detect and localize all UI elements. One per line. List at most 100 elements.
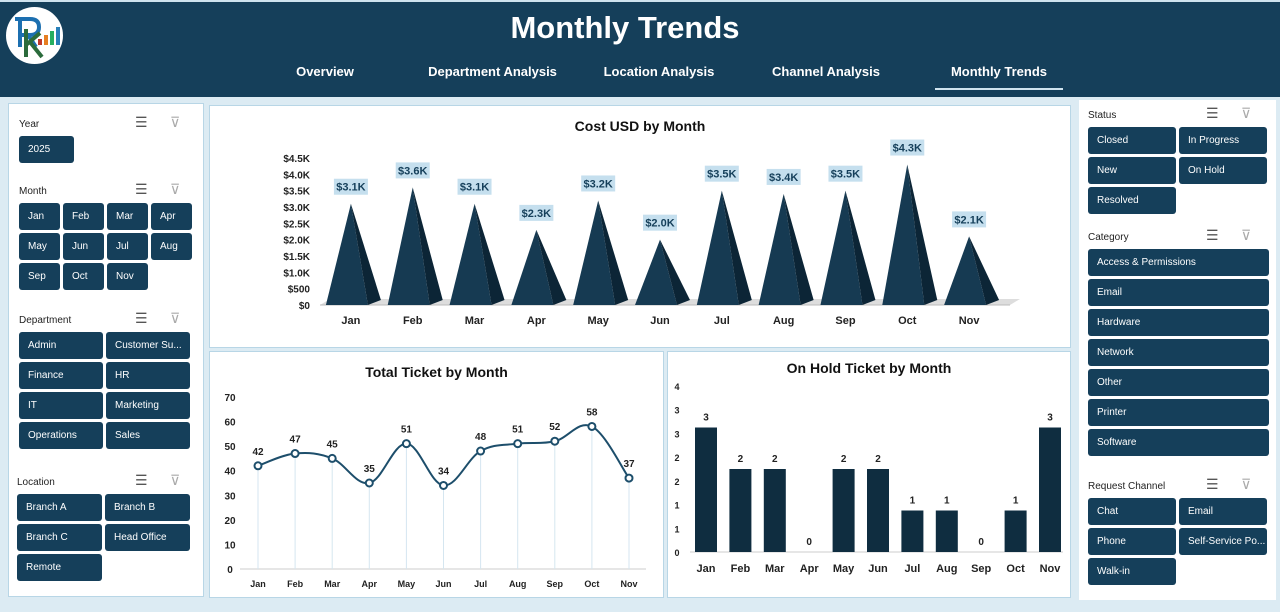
x-tick-label: Jul [714, 315, 730, 327]
y-tick-label: $0 [299, 301, 311, 312]
channel-item[interactable]: Phone [1088, 528, 1176, 555]
location-item[interactable]: Branch B [105, 494, 190, 521]
multi-select-icon[interactable]: ☰ [1206, 476, 1219, 492]
month-item[interactable]: Jul [107, 233, 148, 260]
x-tick-label: Mar [465, 315, 485, 327]
category-item[interactable]: Email [1088, 279, 1269, 306]
clear-filter-icon[interactable]: ⊽ [1241, 105, 1252, 121]
month-item[interactable]: Sep [19, 263, 60, 290]
status-item[interactable]: Resolved [1088, 187, 1176, 214]
location-item[interactable]: Branch A [17, 494, 102, 521]
on-hold-chart-panel: On Hold Ticket by Month 0 1 1 2 2 3 3 4 3 Jan 2 Feb… [667, 351, 1071, 598]
clear-filter-icon[interactable]: ⊽ [170, 472, 181, 488]
status-item[interactable]: On Hold [1179, 157, 1267, 184]
data-point [587, 421, 597, 431]
data-point [253, 461, 263, 471]
data-label-bg [828, 165, 863, 182]
category-item[interactable]: Access & Permissions [1088, 249, 1269, 276]
month-item[interactable]: Feb [63, 203, 104, 230]
month-item[interactable]: Jun [63, 233, 104, 260]
department-item[interactable]: HR [106, 362, 190, 389]
y-tick-label: 20 [224, 516, 236, 527]
category-item[interactable]: Network [1088, 339, 1269, 366]
location-item[interactable]: Remote [17, 554, 102, 581]
channel-item[interactable]: Email [1179, 498, 1267, 525]
data-label: 2 [841, 454, 847, 465]
pyramid-bar-side [412, 187, 443, 305]
multi-select-icon[interactable]: ☰ [135, 114, 148, 130]
multi-select-icon[interactable]: ☰ [1206, 105, 1219, 121]
data-label: $3.6K [398, 165, 427, 177]
data-label: $3.1K [460, 182, 489, 194]
x-tick-label: Nov [959, 315, 981, 327]
pyramid-bar-front [573, 200, 616, 305]
data-label-bg [457, 178, 492, 195]
clear-filter-icon[interactable]: ⊽ [170, 310, 181, 326]
status-item[interactable]: New [1088, 157, 1176, 184]
tab-location-analysis[interactable]: Location Analysis [603, 64, 715, 79]
status-item[interactable]: Closed [1088, 127, 1176, 154]
x-tick-label: Jul [904, 563, 920, 575]
month-slicer-label: Month [19, 186, 47, 197]
pyramid-bar-side [907, 164, 938, 305]
clear-filter-icon[interactable]: ⊽ [1241, 227, 1252, 243]
department-item[interactable]: Sales [106, 422, 190, 449]
tab-monthly-trends[interactable]: Monthly Trends [935, 64, 1063, 90]
department-item[interactable]: Finance [19, 362, 103, 389]
channel-item[interactable]: Chat [1088, 498, 1176, 525]
data-label-bg [333, 178, 368, 195]
x-tick-label: Jun [435, 579, 451, 589]
multi-select-icon[interactable]: ☰ [135, 472, 148, 488]
clear-filter-icon[interactable]: ⊽ [1241, 476, 1252, 492]
department-item[interactable]: Operations [19, 422, 103, 449]
channel-item[interactable]: Walk-in [1088, 558, 1176, 585]
month-item[interactable]: May [19, 233, 60, 260]
bar [935, 510, 958, 552]
on-hold-chart: 0 1 1 2 2 3 3 4 3 Jan 2 Feb 2 Mar 0 Apr 2 May 2 Jun 1 Jul 1 Aug… [674, 382, 1063, 575]
month-item[interactable]: Aug [151, 233, 192, 260]
month-item[interactable]: Jan [19, 203, 60, 230]
status-item[interactable]: In Progress [1179, 127, 1267, 154]
data-label: 37 [623, 459, 635, 470]
tab-channel-analysis[interactable]: Channel Analysis [772, 64, 880, 79]
data-label: 1 [944, 496, 950, 507]
x-tick-label: Oct [1006, 563, 1025, 575]
multi-select-icon[interactable]: ☰ [1206, 227, 1219, 243]
year-item[interactable]: 2025 [19, 136, 74, 163]
category-item[interactable]: Other [1088, 369, 1269, 396]
y-tick-label: $4.0K [283, 170, 310, 181]
location-item[interactable]: Branch C [17, 524, 102, 551]
department-item[interactable]: Marketing [106, 392, 190, 419]
department-item[interactable]: Customer Su... [106, 332, 190, 359]
month-item[interactable]: Nov [107, 263, 148, 290]
department-item[interactable]: IT [19, 392, 103, 419]
channel-item[interactable]: Self-Service Po... [1179, 528, 1267, 555]
total-ticket-chart: 0 10 20 30 40 50 60 70 42 Jan 47 Feb 45 Mar 35 Apr 51 May… [224, 393, 646, 589]
cost-chart-panel: Cost USD by Month $0 $500 $1.0K $1.5K $2.0K $… [209, 105, 1071, 348]
tab-overview[interactable]: Overview [296, 64, 354, 79]
multi-select-icon[interactable]: ☰ [135, 310, 148, 326]
category-item[interactable]: Printer [1088, 399, 1269, 426]
data-label: $3.5K [707, 169, 736, 181]
x-tick-label: Aug [936, 563, 957, 575]
page-title: Monthly Trends [510, 10, 740, 45]
month-item[interactable]: Apr [151, 203, 192, 230]
x-tick-label: Sep [971, 563, 991, 575]
x-tick-label: May [833, 563, 855, 575]
data-label: 48 [475, 432, 487, 443]
month-item[interactable]: Oct [63, 263, 104, 290]
month-item[interactable]: Mar [107, 203, 148, 230]
location-item[interactable]: Head Office [105, 524, 190, 551]
x-tick-label: Aug [773, 315, 794, 327]
data-label: 1 [1013, 496, 1019, 507]
category-item[interactable]: Software [1088, 429, 1269, 456]
y-tick-label: 10 [224, 540, 236, 551]
bar [763, 469, 786, 552]
multi-select-icon[interactable]: ☰ [135, 181, 148, 197]
data-label: 1 [910, 496, 916, 507]
tab-department-analysis[interactable]: Department Analysis [428, 64, 557, 79]
clear-filter-icon[interactable]: ⊽ [170, 114, 181, 130]
category-item[interactable]: Hardware [1088, 309, 1269, 336]
department-item[interactable]: Admin [19, 332, 103, 359]
clear-filter-icon[interactable]: ⊽ [170, 181, 181, 197]
